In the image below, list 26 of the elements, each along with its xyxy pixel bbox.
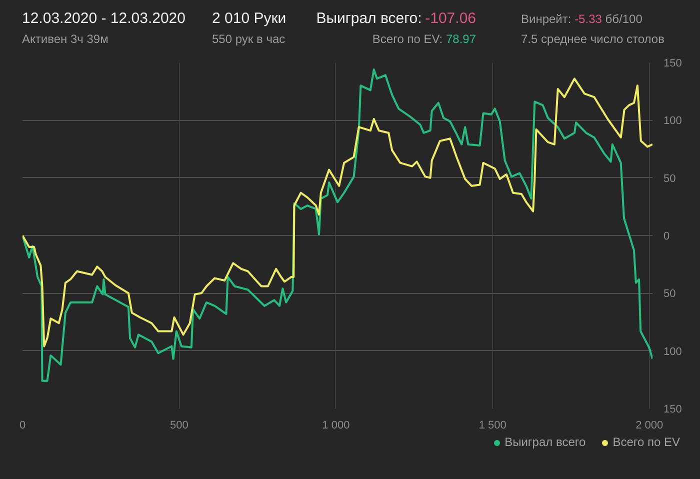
text: -107.06	[425, 10, 476, 27]
x-tick-label: 500	[170, 420, 188, 432]
chart-subtitle: Активен 3ч 39м	[22, 31, 108, 48]
text: 78.97	[446, 32, 476, 46]
text: бб/100	[605, 12, 642, 26]
text: -5.33	[574, 12, 602, 26]
text: Выиграл всего:	[316, 10, 422, 27]
chart-title: 12.03.2020 - 12.03.2020	[22, 9, 186, 29]
text: Всего по EV:	[372, 32, 443, 46]
legend-label: Всего по EV	[612, 435, 680, 449]
text: 550 рук в час	[212, 31, 286, 48]
x-tick-label: 1 500	[478, 420, 506, 432]
y-tick-label: 0	[664, 230, 670, 242]
text: 7.5 среднее число столов	[521, 31, 664, 48]
text: Винрейт:	[521, 12, 572, 26]
x-tick-label: 1 000	[322, 420, 350, 432]
y-tick-label: 100	[664, 115, 682, 128]
y-tick-label: 100	[664, 346, 682, 358]
y-tick-label: 50	[664, 172, 676, 185]
y-tick-label: 150	[664, 58, 682, 70]
text: 2 010 Руки	[212, 9, 286, 29]
legend-label: Выиграл всего	[504, 435, 586, 449]
x-tick-label: 2 000	[636, 420, 664, 432]
y-tick-label: 150	[664, 404, 682, 416]
x-tick-label: 0	[19, 420, 26, 432]
y-tick-label: 50	[664, 288, 676, 300]
